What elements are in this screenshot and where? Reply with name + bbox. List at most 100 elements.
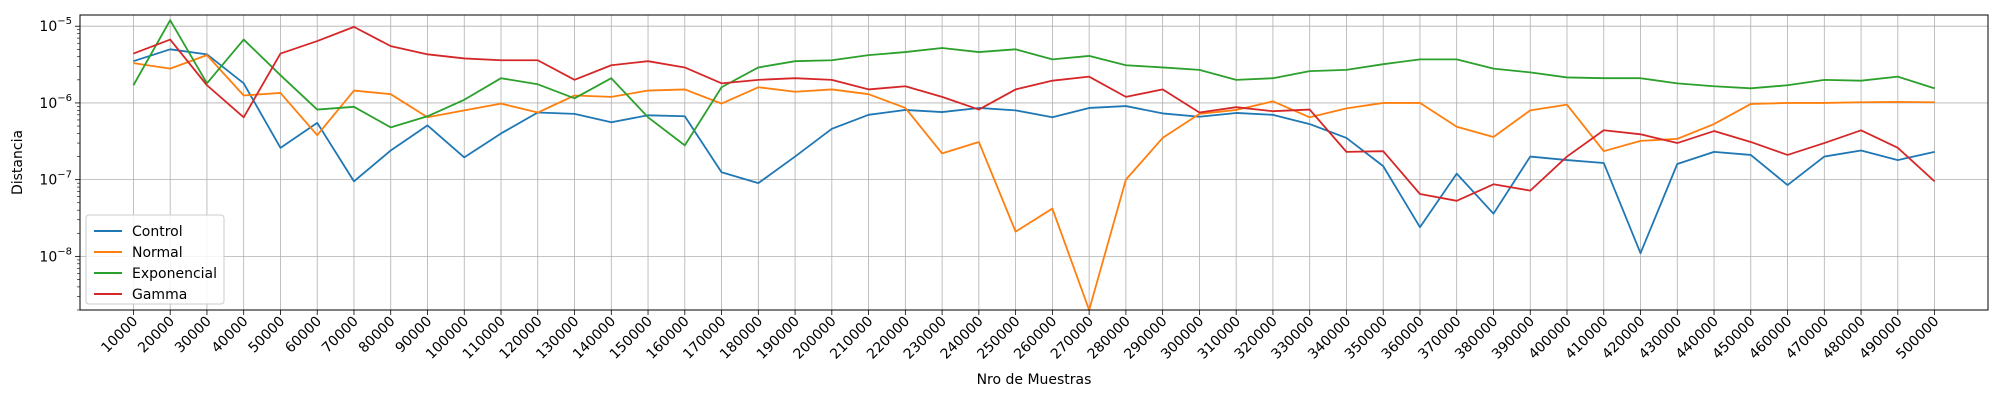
data-point: [1014, 230, 1017, 233]
series-lines: [132, 19, 1936, 311]
data-point: [1566, 155, 1569, 158]
data-point: [610, 64, 613, 67]
data-point: [904, 85, 907, 88]
data-point: [463, 98, 466, 101]
data-point: [1896, 159, 1899, 162]
data-point: [536, 83, 539, 86]
data-point: [647, 89, 650, 92]
data-point: [977, 51, 980, 54]
data-point: [1676, 163, 1679, 166]
data-point: [1455, 172, 1458, 175]
data-point: [1382, 150, 1385, 153]
data-point: [757, 78, 760, 81]
data-point: [1345, 68, 1348, 71]
data-point: [1529, 155, 1532, 158]
data-point: [1602, 129, 1605, 132]
series-line: [133, 48, 1935, 255]
y-axis-ticks: 10−810−710−610−5: [39, 16, 80, 311]
y-tick-mantissa: 10: [39, 96, 57, 112]
data-point: [463, 109, 466, 112]
data-point: [1602, 77, 1605, 80]
data-point: [353, 25, 356, 28]
data-point: [647, 116, 650, 119]
data-point: [1749, 154, 1752, 157]
data-point: [1786, 184, 1789, 187]
y-tick-label: 10−6: [39, 93, 72, 112]
data-point: [463, 57, 466, 60]
data-point: [1602, 162, 1605, 165]
data-point: [1235, 109, 1238, 112]
data-point: [941, 95, 944, 98]
data-point: [1419, 58, 1422, 61]
data-point: [1639, 139, 1642, 142]
data-point: [1823, 155, 1826, 158]
y-axis-title: Distancia: [10, 130, 26, 195]
data-point: [867, 93, 870, 96]
data-point: [242, 82, 245, 85]
data-point: [1161, 66, 1164, 69]
data-point: [500, 59, 503, 62]
data-point: [1566, 159, 1569, 162]
series-normal: [133, 54, 1935, 311]
data-point: [1161, 137, 1164, 140]
data-point: [1492, 212, 1495, 215]
data-point: [132, 52, 135, 55]
data-point: [867, 113, 870, 116]
data-point: [1713, 151, 1716, 154]
series-line: [132, 19, 1935, 147]
y-tick-label: 10−5: [39, 16, 72, 35]
data-point: [1308, 108, 1311, 111]
data-point: [1124, 95, 1127, 98]
data-point: [1124, 105, 1127, 108]
data-point: [316, 40, 319, 43]
y-tick-exponent: −8: [57, 246, 72, 257]
data-point: [1124, 64, 1127, 67]
data-point: [720, 86, 723, 89]
series-gamma: [132, 25, 1936, 202]
data-point: [1161, 88, 1164, 91]
data-point: [1492, 136, 1495, 139]
data-point: [1823, 78, 1826, 81]
data-point: [279, 92, 282, 95]
data-point: [941, 152, 944, 155]
data-point: [1272, 113, 1275, 116]
data-point: [1860, 79, 1863, 82]
data-point: [1860, 129, 1863, 132]
data-point: [1896, 101, 1899, 104]
data-point: [683, 115, 686, 118]
data-point: [1933, 151, 1936, 154]
data-point: [1639, 77, 1642, 80]
legend: Control Normal Exponencial Gamma: [85, 214, 225, 305]
data-point: [1051, 79, 1054, 82]
data-point: [757, 66, 760, 69]
data-point: [610, 77, 613, 80]
data-point: [389, 93, 392, 96]
data-point: [536, 111, 539, 114]
data-point: [500, 132, 503, 135]
data-point: [242, 116, 245, 119]
data-point: [830, 59, 833, 62]
data-point: [1235, 106, 1238, 109]
legend-label: Control: [132, 224, 183, 240]
data-point: [1088, 55, 1091, 58]
series-line: [133, 54, 1935, 311]
data-point: [1345, 151, 1348, 154]
data-point: [941, 47, 944, 50]
data-point: [1749, 141, 1752, 144]
legend-label: Gamma: [132, 287, 187, 303]
data-point: [1014, 109, 1017, 112]
data-point: [1455, 125, 1458, 128]
data-point: [1786, 102, 1789, 105]
data-point: [353, 180, 356, 183]
data-point: [500, 77, 503, 80]
data-point: [242, 38, 245, 41]
legend-label: Normal: [132, 245, 183, 261]
data-point: [1823, 142, 1826, 145]
data-point: [316, 108, 319, 111]
data-point: [830, 78, 833, 81]
data-point: [426, 124, 429, 127]
data-point: [867, 88, 870, 91]
data-point: [1455, 58, 1458, 61]
